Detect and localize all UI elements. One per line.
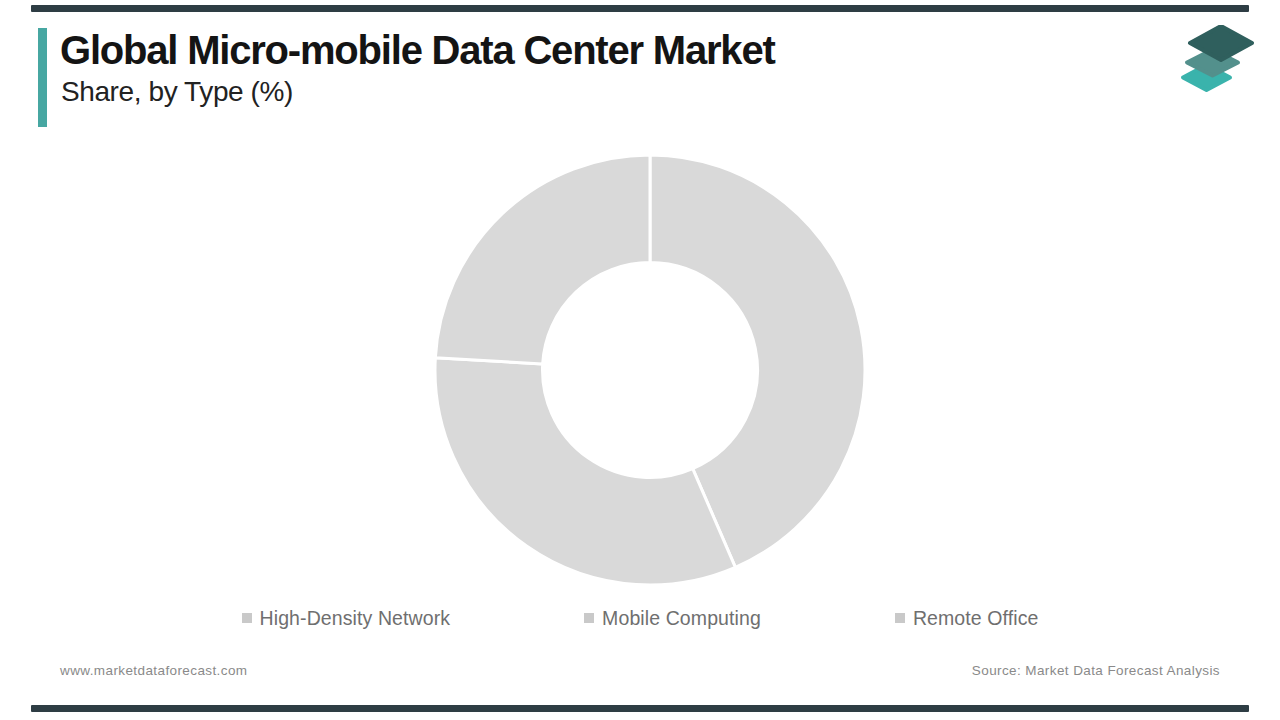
infographic-page: Global Micro-mobile Data Center Market S…	[0, 0, 1280, 720]
legend-label: Remote Office	[913, 607, 1039, 630]
title-accent-bar	[38, 28, 47, 127]
legend-marker-icon	[242, 613, 252, 623]
donut-slice-mobile-computing	[435, 358, 735, 585]
top-edge-bar	[31, 5, 1249, 12]
market-data-forecast-logo	[1180, 25, 1255, 95]
legend-item-high-density-network: High-Density Network	[242, 607, 451, 630]
legend-item-remote-office: Remote Office	[895, 607, 1039, 630]
legend-marker-icon	[584, 613, 594, 623]
source-note: Source: Market Data Forecast Analysis	[972, 663, 1220, 678]
legend-label: Mobile Computing	[602, 607, 761, 630]
website-url: www.marketdataforecast.com	[60, 663, 247, 678]
legend-label: High-Density Network	[260, 607, 451, 630]
page-title: Global Micro-mobile Data Center Market	[60, 27, 960, 73]
title-block: Global Micro-mobile Data Center Market S…	[60, 27, 960, 109]
legend-item-mobile-computing: Mobile Computing	[584, 607, 761, 630]
donut-chart	[432, 152, 868, 588]
chart-legend: High-Density Network Mobile Computing Re…	[0, 602, 1280, 634]
page-subtitle: Share, by Type (%)	[61, 75, 960, 109]
legend-marker-icon	[895, 613, 905, 623]
bottom-edge-bar	[31, 705, 1249, 712]
donut-slice-remote-office	[435, 155, 650, 364]
